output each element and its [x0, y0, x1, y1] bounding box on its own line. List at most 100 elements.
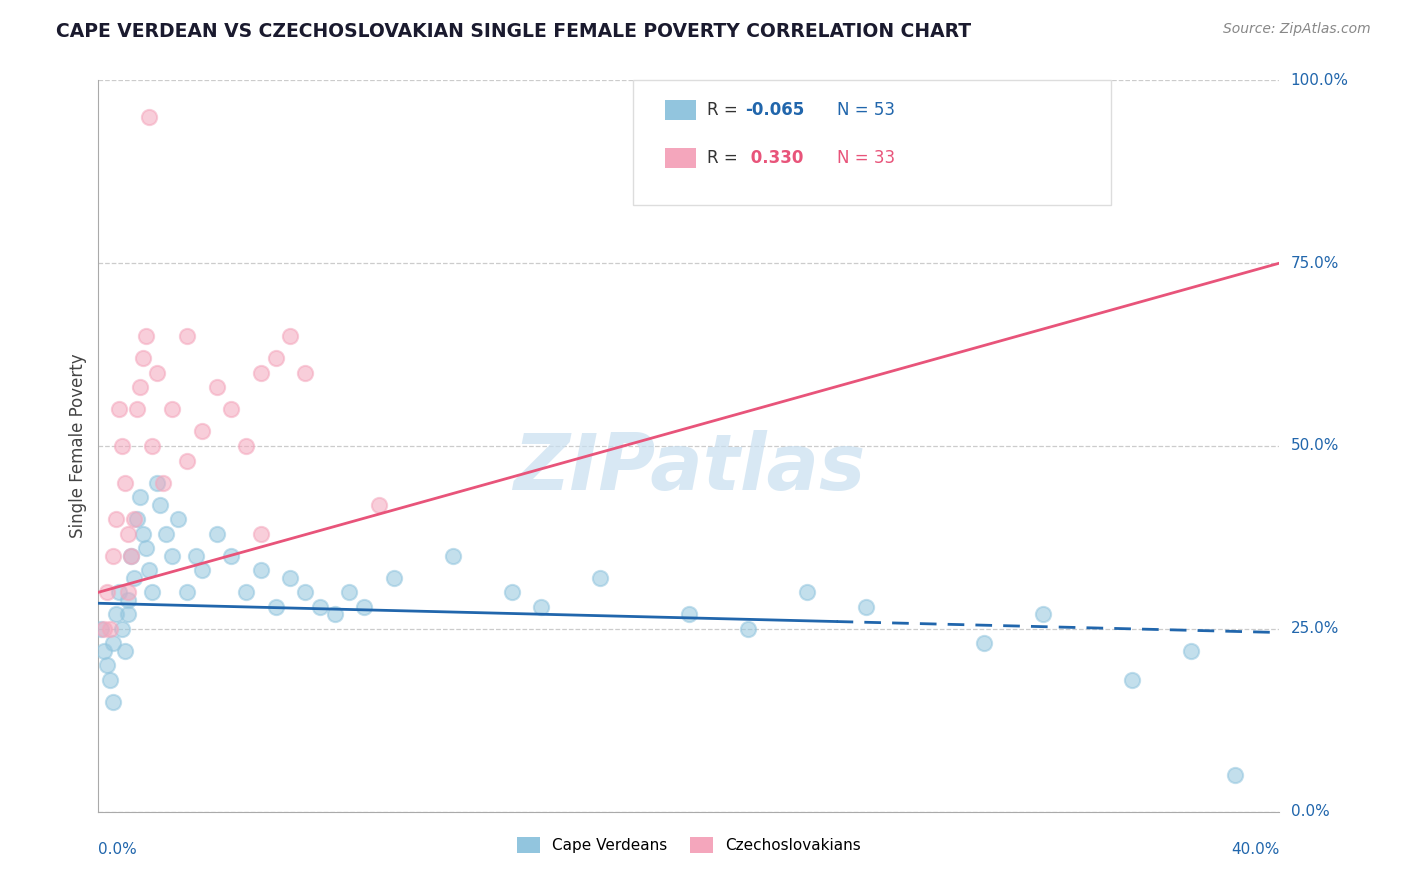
Text: N = 33: N = 33	[837, 149, 894, 167]
Point	[221, 402, 243, 417]
Point	[280, 329, 302, 343]
Point	[96, 658, 118, 673]
Point	[108, 585, 131, 599]
Point	[138, 110, 160, 124]
Point	[111, 439, 134, 453]
Point	[250, 526, 273, 541]
Text: 40.0%: 40.0%	[1232, 842, 1279, 857]
Text: R =: R =	[707, 101, 744, 119]
Point	[501, 585, 523, 599]
Point	[264, 599, 287, 614]
Point	[141, 585, 163, 599]
Point	[141, 439, 163, 453]
Point	[235, 585, 257, 599]
Text: R =: R =	[707, 149, 744, 167]
Point	[191, 563, 214, 577]
Point	[205, 526, 228, 541]
Text: 0.0%: 0.0%	[1291, 805, 1329, 819]
Point	[103, 695, 125, 709]
Point	[973, 636, 995, 650]
Point	[132, 526, 155, 541]
Point	[167, 512, 190, 526]
Point	[235, 439, 257, 453]
Point	[117, 585, 139, 599]
Point	[796, 585, 818, 599]
Point	[152, 475, 174, 490]
Point	[135, 541, 157, 556]
Point	[221, 549, 243, 563]
Point	[90, 622, 112, 636]
Point	[250, 366, 273, 380]
Point	[122, 571, 145, 585]
Point	[309, 599, 332, 614]
Point	[176, 453, 198, 467]
Point	[155, 526, 177, 541]
Point	[120, 549, 142, 563]
Point	[128, 490, 150, 504]
Point	[323, 607, 346, 622]
Point	[128, 380, 150, 394]
Point	[132, 351, 155, 366]
Point	[589, 571, 612, 585]
Point	[135, 329, 157, 343]
Point	[1225, 768, 1247, 782]
Point	[117, 526, 139, 541]
Text: 100.0%: 100.0%	[1291, 73, 1348, 87]
Point	[264, 351, 287, 366]
Point	[176, 585, 198, 599]
Point	[105, 607, 128, 622]
Text: N = 53: N = 53	[837, 101, 894, 119]
Point	[678, 607, 700, 622]
Point	[1180, 644, 1202, 658]
Point	[353, 599, 375, 614]
Legend: Cape Verdeans, Czechoslovakians: Cape Verdeans, Czechoslovakians	[510, 830, 868, 859]
Point	[93, 644, 115, 658]
Point	[117, 592, 139, 607]
Point	[176, 329, 198, 343]
Point	[125, 402, 148, 417]
Point	[441, 549, 464, 563]
Point	[105, 512, 128, 526]
Point	[280, 571, 302, 585]
Text: 0.0%: 0.0%	[98, 842, 138, 857]
Point	[138, 563, 160, 577]
Point	[122, 512, 145, 526]
Point	[1032, 607, 1054, 622]
Point	[1121, 673, 1143, 687]
Point	[98, 673, 121, 687]
Point	[162, 549, 183, 563]
Point	[250, 563, 273, 577]
Point	[737, 622, 759, 636]
Point	[98, 622, 121, 636]
Point	[117, 607, 139, 622]
Text: CAPE VERDEAN VS CZECHOSLOVAKIAN SINGLE FEMALE POVERTY CORRELATION CHART: CAPE VERDEAN VS CZECHOSLOVAKIAN SINGLE F…	[56, 22, 972, 41]
Point	[368, 498, 391, 512]
Text: 75.0%: 75.0%	[1291, 256, 1339, 270]
Point	[184, 549, 207, 563]
Point	[120, 549, 142, 563]
Point	[191, 425, 214, 439]
Point	[103, 636, 125, 650]
Text: 0.330: 0.330	[745, 149, 804, 167]
Point	[855, 599, 877, 614]
Point	[108, 402, 131, 417]
Point	[382, 571, 405, 585]
Point	[114, 475, 136, 490]
Y-axis label: Single Female Poverty: Single Female Poverty	[69, 354, 87, 538]
Point	[162, 402, 183, 417]
Point	[93, 622, 115, 636]
Point	[149, 498, 172, 512]
Point	[146, 475, 169, 490]
Point	[530, 599, 553, 614]
Point	[103, 549, 125, 563]
Text: ZIPatlas: ZIPatlas	[513, 430, 865, 506]
Text: -0.065: -0.065	[745, 101, 804, 119]
Point	[339, 585, 361, 599]
Point	[114, 644, 136, 658]
Point	[205, 380, 228, 394]
Text: 25.0%: 25.0%	[1291, 622, 1339, 636]
Point	[294, 585, 316, 599]
Text: Source: ZipAtlas.com: Source: ZipAtlas.com	[1223, 22, 1371, 37]
Point	[146, 366, 169, 380]
Text: 50.0%: 50.0%	[1291, 439, 1339, 453]
